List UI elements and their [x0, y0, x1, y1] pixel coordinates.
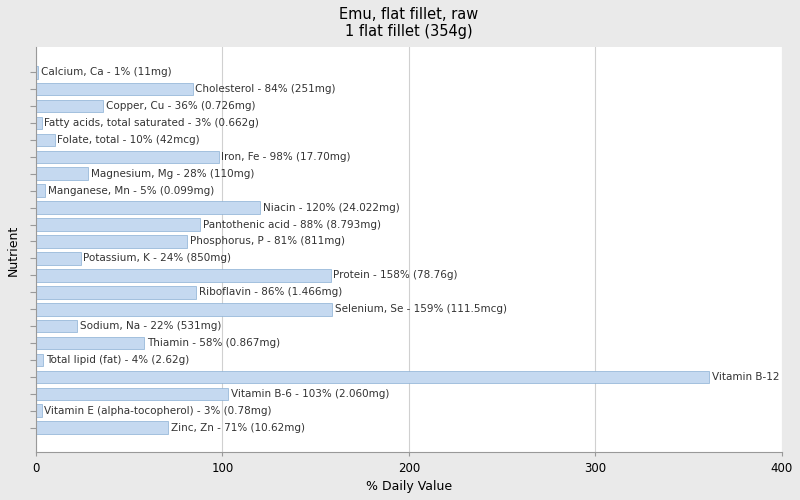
Bar	[36, 422, 168, 434]
Bar	[36, 286, 196, 298]
Text: Folate, total - 10% (42mcg): Folate, total - 10% (42mcg)	[58, 135, 200, 145]
Text: Vitamin B-6 - 103% (2.060mg): Vitamin B-6 - 103% (2.060mg)	[231, 389, 389, 399]
Text: Niacin - 120% (24.022mg): Niacin - 120% (24.022mg)	[262, 202, 399, 212]
Bar	[36, 235, 187, 248]
Bar	[36, 218, 200, 231]
Text: Calcium, Ca - 1% (11mg): Calcium, Ca - 1% (11mg)	[41, 67, 171, 77]
Bar	[36, 354, 43, 366]
Text: Potassium, K - 24% (850mg): Potassium, K - 24% (850mg)	[83, 254, 231, 264]
Bar	[36, 116, 42, 130]
Bar	[36, 168, 88, 180]
Bar	[36, 388, 228, 400]
Bar	[36, 66, 38, 78]
Text: Vitamin B-12 - 361% (21.66mcg): Vitamin B-12 - 361% (21.66mcg)	[712, 372, 800, 382]
Text: Copper, Cu - 36% (0.726mg): Copper, Cu - 36% (0.726mg)	[106, 101, 255, 111]
Text: Fatty acids, total saturated - 3% (0.662g): Fatty acids, total saturated - 3% (0.662…	[44, 118, 259, 128]
Text: Magnesium, Mg - 28% (110mg): Magnesium, Mg - 28% (110mg)	[91, 169, 254, 179]
Bar	[36, 269, 330, 281]
Text: Manganese, Mn - 5% (0.099mg): Manganese, Mn - 5% (0.099mg)	[48, 186, 214, 196]
Text: Protein - 158% (78.76g): Protein - 158% (78.76g)	[334, 270, 458, 280]
Bar	[36, 184, 46, 197]
Text: Pantothenic acid - 88% (8.793mg): Pantothenic acid - 88% (8.793mg)	[203, 220, 381, 230]
Text: Total lipid (fat) - 4% (2.62g): Total lipid (fat) - 4% (2.62g)	[46, 355, 190, 365]
Text: Vitamin E (alpha-tocopherol) - 3% (0.78mg): Vitamin E (alpha-tocopherol) - 3% (0.78m…	[44, 406, 272, 416]
Title: Emu, flat fillet, raw
1 flat fillet (354g): Emu, flat fillet, raw 1 flat fillet (354…	[339, 7, 478, 40]
Text: Selenium, Se - 159% (111.5mcg): Selenium, Se - 159% (111.5mcg)	[335, 304, 507, 314]
Bar	[36, 150, 218, 163]
Bar	[36, 370, 709, 384]
X-axis label: % Daily Value: % Daily Value	[366, 480, 452, 493]
Y-axis label: Nutrient: Nutrient	[7, 224, 20, 276]
Text: Zinc, Zn - 71% (10.62mg): Zinc, Zn - 71% (10.62mg)	[171, 422, 305, 432]
Text: Riboflavin - 86% (1.466mg): Riboflavin - 86% (1.466mg)	[199, 288, 342, 298]
Bar	[36, 320, 77, 332]
Text: Phosphorus, P - 81% (811mg): Phosphorus, P - 81% (811mg)	[190, 236, 345, 246]
Bar	[36, 202, 260, 214]
Bar	[36, 134, 54, 146]
Bar	[36, 303, 333, 316]
Bar	[36, 404, 42, 417]
Text: Sodium, Na - 22% (531mg): Sodium, Na - 22% (531mg)	[80, 321, 221, 331]
Bar	[36, 100, 103, 112]
Bar	[36, 252, 81, 265]
Bar	[36, 83, 193, 96]
Text: Thiamin - 58% (0.867mg): Thiamin - 58% (0.867mg)	[147, 338, 280, 348]
Bar	[36, 336, 144, 349]
Text: Iron, Fe - 98% (17.70mg): Iron, Fe - 98% (17.70mg)	[222, 152, 351, 162]
Text: Cholesterol - 84% (251mg): Cholesterol - 84% (251mg)	[195, 84, 336, 94]
